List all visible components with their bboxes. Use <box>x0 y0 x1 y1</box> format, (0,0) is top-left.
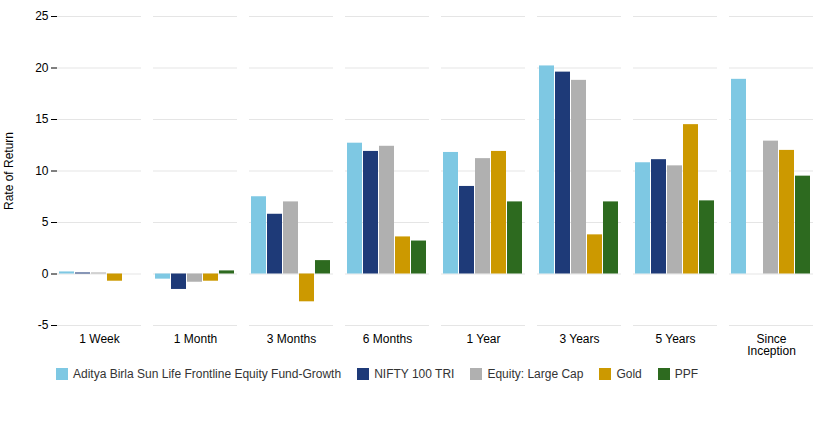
html-text:PPF: PPF <box>674 367 699 381</box>
svg-text:5 Years: 5 Years <box>655 332 695 346</box>
svg-text:-5: -5 <box>38 318 49 332</box>
svg-text:6 Months: 6 Months <box>363 332 412 346</box>
html-text:NIFTY 100 TRI: NIFTY 100 TRI <box>374 367 455 381</box>
svg-text:0: 0 <box>42 267 49 281</box>
html-text:Aditya Birla Sun Life Frontlin: Aditya Birla Sun Life Frontline Equity F… <box>73 367 342 381</box>
html-text:Gold: Gold <box>616 367 642 381</box>
svg-text:15: 15 <box>35 112 49 126</box>
svg-text:Rate of Return: Rate of Return <box>2 132 16 210</box>
svg-text:1 Month: 1 Month <box>174 332 217 346</box>
html-text:Equity: Large Cap: Equity: Large Cap <box>487 367 584 381</box>
svg-text:25: 25 <box>35 9 49 23</box>
svg-text:3 Months: 3 Months <box>267 332 316 346</box>
svg-text:1 Week: 1 Week <box>79 332 120 346</box>
svg-text:10: 10 <box>35 164 49 178</box>
svg-text:SinceInception: SinceInception <box>747 332 796 358</box>
svg-text:20: 20 <box>35 61 49 75</box>
svg-text:3 Years: 3 Years <box>559 332 599 346</box>
svg-text:5: 5 <box>42 215 49 229</box>
svg-text:1 Year: 1 Year <box>466 332 500 346</box>
